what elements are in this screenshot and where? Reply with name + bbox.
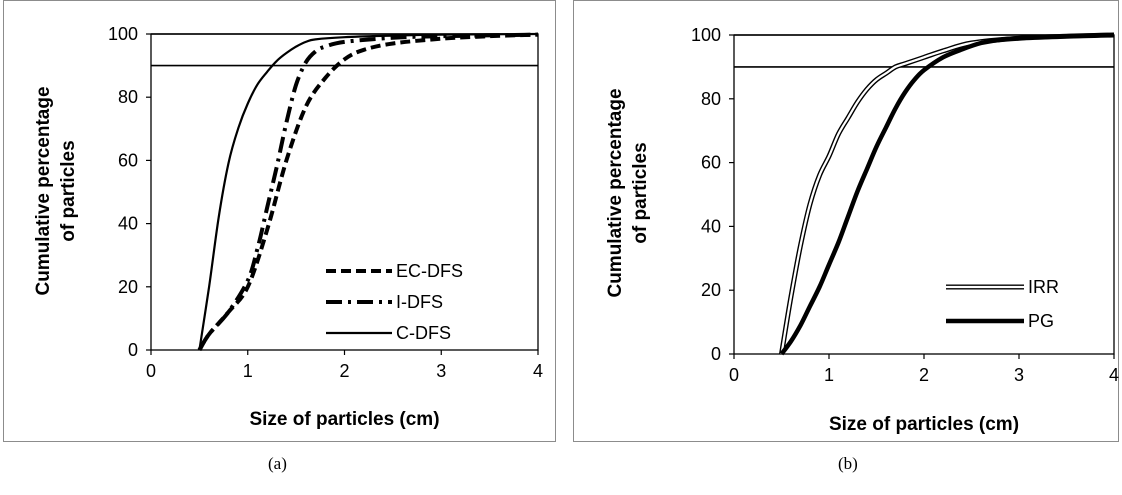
y-axis-title: Cumulative percentage xyxy=(605,88,626,297)
y-axis-title: of particles xyxy=(630,142,651,243)
chart-panel-a: 0 1 2 3 4 0 20 40 60 80 100 Size of particles (cm) C… xyxy=(3,0,556,442)
y-tick-label: 40 xyxy=(118,214,138,234)
series-line-ec-dfs xyxy=(197,32,539,352)
y-axis-title: of particles xyxy=(58,140,79,241)
chart-panel-b: 0 1 2 3 4 0 20 40 60 80 100 Size of particles (cm) C… xyxy=(573,0,1119,442)
legend-label: PG xyxy=(1028,311,1054,331)
x-tick-label: 3 xyxy=(1014,365,1024,385)
y-axis-title: Cumulative percentage xyxy=(33,86,54,295)
y-tick-label: 40 xyxy=(701,216,721,236)
y-tick-label: 20 xyxy=(701,280,721,300)
x-axis-title: Size of particles (cm) xyxy=(249,409,439,430)
x-axis-title: Size of particles (cm) xyxy=(829,414,1019,435)
series-line-i-dfs xyxy=(197,32,539,352)
series-line-irr xyxy=(779,32,1115,355)
y-tick-label: 0 xyxy=(128,340,138,360)
series-line-inner-irr xyxy=(780,33,1115,355)
legend-label: EC-DFS xyxy=(396,261,463,281)
x-tick-label: 4 xyxy=(533,361,543,381)
x-tick-label: 4 xyxy=(1109,365,1119,385)
x-tick-label: 2 xyxy=(339,361,349,381)
x-tick-label: 1 xyxy=(824,365,834,385)
y-tick-label: 80 xyxy=(118,87,138,107)
y-tick-label: 60 xyxy=(118,150,138,170)
legend-label: I-DFS xyxy=(396,292,443,312)
caption-a: (a) xyxy=(268,454,287,473)
y-tick-label: 20 xyxy=(118,277,138,297)
y-tick-label: 100 xyxy=(691,25,721,45)
y-tick-label: 100 xyxy=(108,24,138,44)
series-line-pg xyxy=(779,32,1115,356)
x-tick-label: 0 xyxy=(146,361,156,381)
caption-b: (b) xyxy=(838,454,858,473)
y-tick-label: 80 xyxy=(701,89,721,109)
series-line-c-dfs xyxy=(198,32,539,351)
legend-label: IRR xyxy=(1028,277,1059,297)
x-tick-label: 1 xyxy=(243,361,253,381)
y-tick-label: 60 xyxy=(701,153,721,173)
y-tick-label: 0 xyxy=(711,344,721,364)
plot-area-frame xyxy=(150,33,539,351)
x-tick-label: 0 xyxy=(729,365,739,385)
x-tick-label: 3 xyxy=(436,361,446,381)
legend-label: C-DFS xyxy=(396,323,451,343)
x-tick-label: 2 xyxy=(919,365,929,385)
